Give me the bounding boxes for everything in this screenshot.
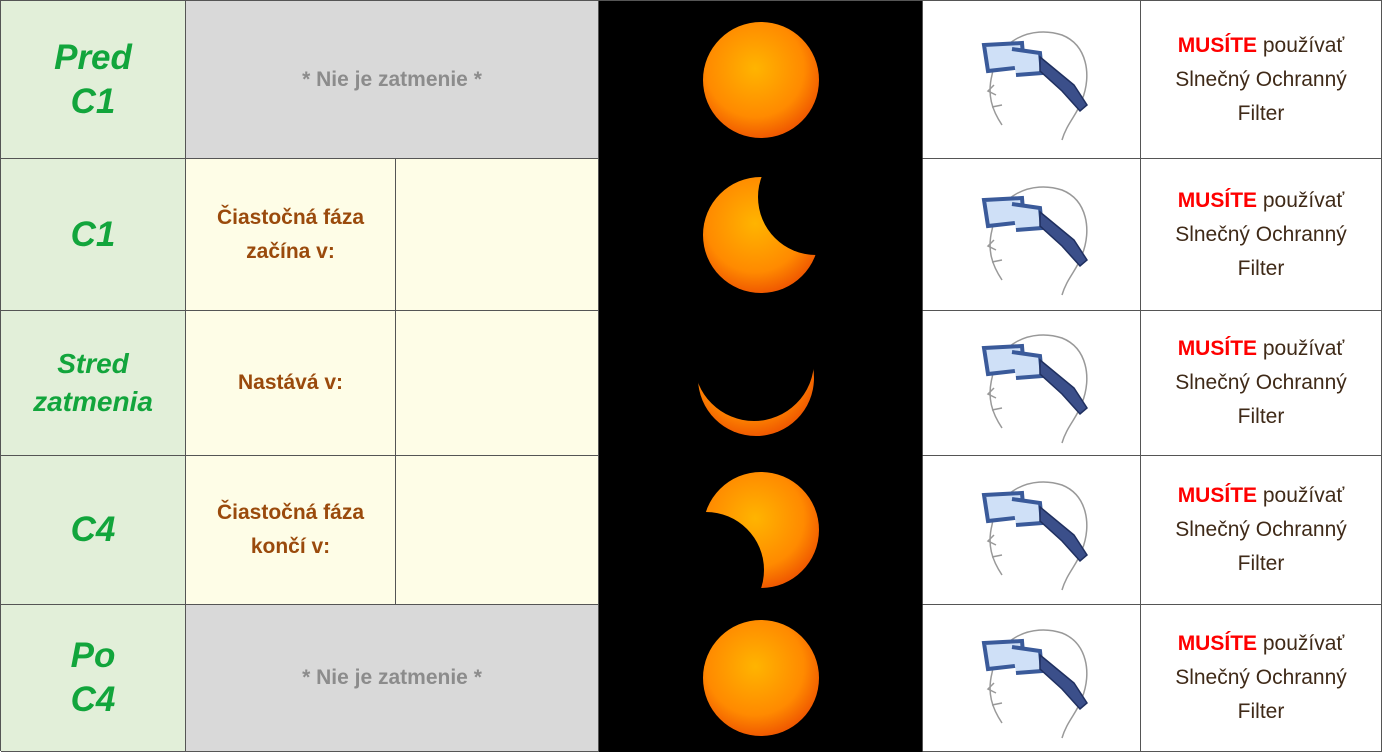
note-cell: * Nie je zatmenie * <box>186 1 599 159</box>
time-cell <box>396 159 599 311</box>
sun-image <box>696 613 826 743</box>
phase-label: Stred <box>57 345 129 383</box>
warning-strong: MUSÍTE <box>1178 484 1257 507</box>
glasses-cell <box>923 159 1141 311</box>
head-with-glasses-icon <box>962 465 1102 595</box>
head-with-glasses-icon <box>962 318 1102 448</box>
phase-label: Pred <box>54 36 132 80</box>
head-with-glasses-icon <box>962 15 1102 145</box>
time-cell <box>396 456 599 605</box>
head-with-glasses-icon <box>962 170 1102 300</box>
warning-text: MUSÍTE používať Slnečný Ochranný Filter <box>1153 627 1369 729</box>
warning-cell: MUSÍTE používať Slnečný Ochranný Filter <box>1141 605 1382 752</box>
phase-label: C1 <box>71 80 116 124</box>
phase-cell: C4 <box>1 456 186 605</box>
event-cell: Čiastočná fáza končí v: <box>186 456 396 605</box>
phase-label: C4 <box>71 508 116 552</box>
warning-strong: MUSÍTE <box>1178 337 1257 360</box>
warning-text: MUSÍTE používať Slnečný Ochranný Filter <box>1153 332 1369 434</box>
glasses-cell <box>923 1 1141 159</box>
glasses-cell <box>923 605 1141 752</box>
phase-cell: C1 <box>1 159 186 311</box>
warning-strong: MUSÍTE <box>1178 632 1257 655</box>
phase-label: Po <box>71 634 116 678</box>
sun-image <box>696 323 826 443</box>
sun-image <box>696 170 826 300</box>
note-cell: * Nie je zatmenie * <box>186 605 599 752</box>
head-with-glasses-icon <box>962 613 1102 743</box>
event-cell: Čiastočná fáza začína v: <box>186 159 396 311</box>
sun-cell <box>599 159 923 311</box>
warning-strong: MUSÍTE <box>1178 34 1257 57</box>
sun-cell <box>599 1 923 159</box>
warning-text: MUSÍTE používať Slnečný Ochranný Filter <box>1153 29 1369 131</box>
warning-cell: MUSÍTE používať Slnečný Ochranný Filter <box>1141 456 1382 605</box>
warning-text: MUSÍTE používať Slnečný Ochranný Filter <box>1153 184 1369 286</box>
glasses-cell <box>923 311 1141 456</box>
warning-text: MUSÍTE používať Slnečný Ochranný Filter <box>1153 479 1369 581</box>
phase-label: C1 <box>71 213 116 257</box>
sun-image <box>696 15 826 145</box>
phase-label: zatmenia <box>33 383 153 421</box>
phase-label: C4 <box>71 678 116 722</box>
sun-image <box>696 465 826 595</box>
eclipse-table: PredC1* Nie je zatmenie *MUSÍTE používať… <box>0 0 1382 751</box>
time-cell <box>396 311 599 456</box>
glasses-cell <box>923 456 1141 605</box>
warning-cell: MUSÍTE používať Slnečný Ochranný Filter <box>1141 1 1382 159</box>
event-cell: Nastává v: <box>186 311 396 456</box>
sun-cell <box>599 456 923 605</box>
sun-cell <box>599 605 923 752</box>
warning-cell: MUSÍTE používať Slnečný Ochranný Filter <box>1141 159 1382 311</box>
warning-cell: MUSÍTE používať Slnečný Ochranný Filter <box>1141 311 1382 456</box>
sun-cell <box>599 311 923 456</box>
warning-strong: MUSÍTE <box>1178 189 1257 212</box>
